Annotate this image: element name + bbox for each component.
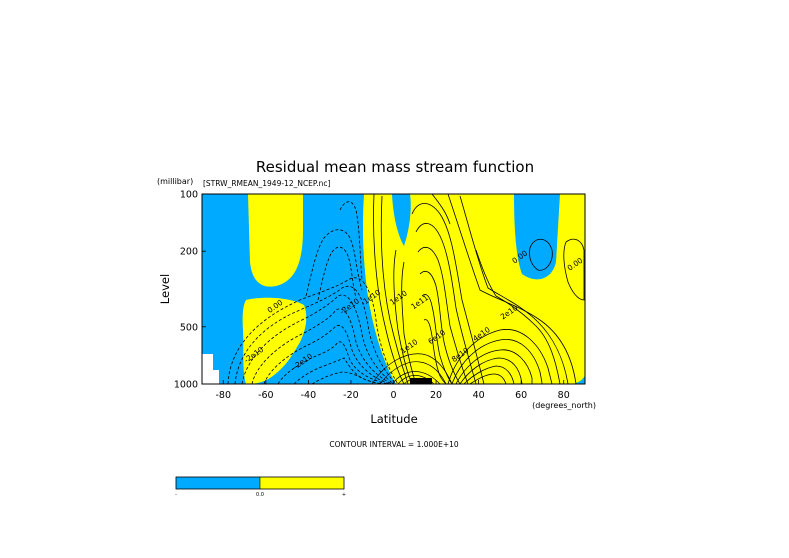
colorbar-label-max: +: [342, 492, 346, 498]
negative-contour: [305, 229, 363, 297]
contour-interval-note: CONTOUR INTERVAL = 1.000E+10: [329, 440, 459, 449]
x-tick-label: 60: [515, 390, 527, 401]
positive-contour: [380, 195, 409, 384]
positive-contour: [423, 319, 447, 384]
negative-contour: [277, 341, 389, 384]
x-tick-label: 0: [390, 390, 396, 401]
positive-contour: [411, 203, 485, 384]
negative-contours: [227, 201, 399, 384]
surface-contour: [379, 361, 447, 384]
missing-data-patch-2: [213, 370, 219, 384]
surface-blob: [410, 378, 432, 384]
positive-contour: [415, 223, 477, 384]
positive-contour: [431, 194, 451, 225]
x-units-label: (degrees_north): [532, 401, 596, 410]
positive-contour: [529, 238, 553, 271]
positive-contour: [421, 294, 453, 384]
y-axis: 100 200 500 1000: [174, 190, 206, 391]
x-tick-label: 80: [558, 390, 570, 401]
positive-contour: [447, 329, 553, 384]
x-tick-label: -80: [216, 390, 232, 401]
x-axis-label: Latitude: [370, 412, 417, 426]
colorbar-negative: [176, 477, 260, 489]
positive-contour: [475, 249, 561, 384]
positive-contour: [447, 194, 577, 384]
positive-contour: [393, 249, 413, 384]
y-tick-label: 500: [180, 322, 198, 333]
surface-contour: [371, 353, 453, 384]
positive-contour: [469, 373, 507, 384]
y-units-label: (millibar): [157, 177, 193, 186]
negative-contour: [234, 285, 397, 384]
positive-contour: [563, 238, 585, 301]
positive-contour: [451, 339, 543, 384]
x-tick-label: -20: [343, 390, 359, 401]
corner-negative-patch: [578, 376, 585, 384]
y-tick-label: 100: [180, 190, 198, 201]
colorbar-positive: [260, 477, 344, 489]
y-tick-label: 1000: [174, 380, 198, 391]
negative-contour: [311, 371, 385, 384]
positive-contour: [459, 357, 523, 384]
colorbar: - 0.0 +: [175, 476, 346, 498]
positive-region-main: [363, 194, 585, 384]
x-tick-label: -60: [258, 390, 274, 401]
negative-contour: [241, 294, 395, 384]
y-axis-label: Level: [158, 274, 172, 304]
positive-contour: [463, 365, 515, 384]
missing-data-patch: [202, 354, 213, 384]
negative-contour: [263, 324, 391, 384]
positive-region-south-midlat: [242, 297, 307, 384]
positive-contour: [459, 195, 569, 384]
x-tick-label: -40: [301, 390, 317, 401]
positive-contour: [419, 270, 461, 384]
file-label: [STRW_RMEAN_1949-12_NCEP.nc]: [203, 179, 331, 188]
colorbar-label-zero: 0.0: [256, 492, 264, 498]
y-tick-label: 200: [180, 247, 198, 258]
positive-region-south-polar: [248, 194, 303, 287]
positive-contours: [373, 194, 585, 384]
positive-contour: [373, 194, 405, 384]
negative-contour: [317, 246, 357, 301]
positive-contour: [455, 349, 533, 384]
x-tick-label: 20: [430, 390, 442, 401]
x-axis: -80 -60 -40 -20 0 20 40 60 80: [216, 380, 570, 401]
positive-contour: [417, 246, 469, 384]
negative-contour: [227, 277, 399, 384]
colorbar-label-min: -: [175, 492, 177, 498]
x-tick-label: 40: [473, 390, 485, 401]
chart-title: Residual mean mass stream function: [256, 158, 534, 176]
